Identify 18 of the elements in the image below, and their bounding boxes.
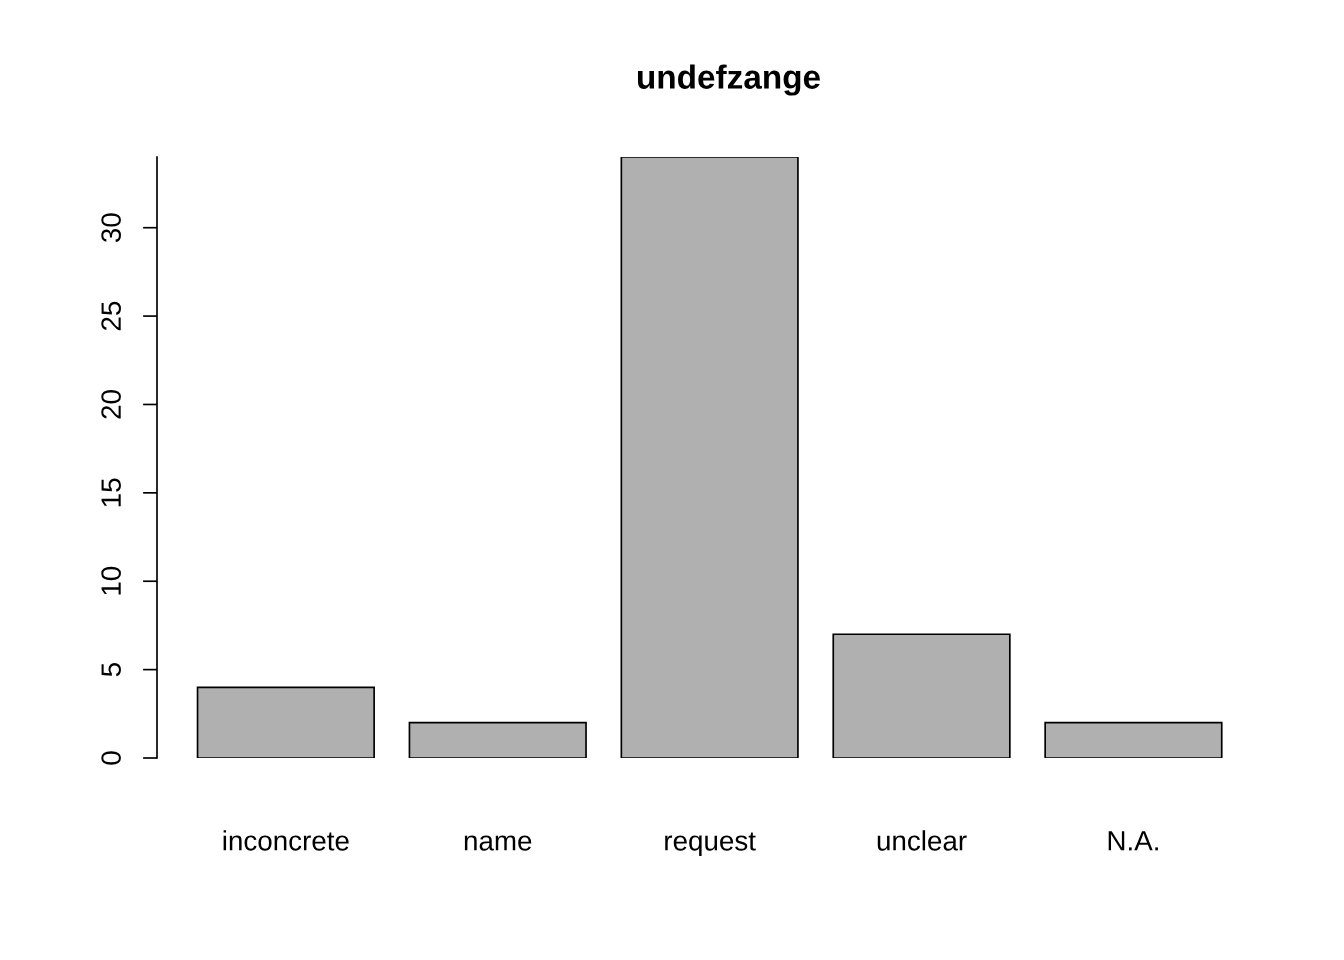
- bar: [196, 686, 375, 758]
- bar: [1044, 721, 1223, 758]
- x-tick-label: name: [464, 835, 532, 851]
- chart-title: undefzange: [637, 64, 820, 96]
- y-tick-label: 10: [101, 566, 121, 595]
- y-tick-label: 25: [101, 301, 121, 331]
- y-tick-label: 0: [101, 751, 121, 765]
- y-tick-label: 30: [101, 213, 121, 243]
- bar: [832, 633, 1011, 758]
- y-tick-label: 15: [101, 478, 121, 507]
- y-tick-label: 20: [101, 390, 121, 419]
- x-tick-label: unclear: [877, 830, 967, 851]
- x-tick-label: inconcrete: [223, 830, 349, 851]
- y-tick-label: 5: [101, 663, 121, 677]
- bar: [408, 721, 587, 758]
- x-tick-label: request: [665, 832, 756, 857]
- x-tick-label: N.A.: [1108, 831, 1158, 851]
- bar: [620, 157, 799, 758]
